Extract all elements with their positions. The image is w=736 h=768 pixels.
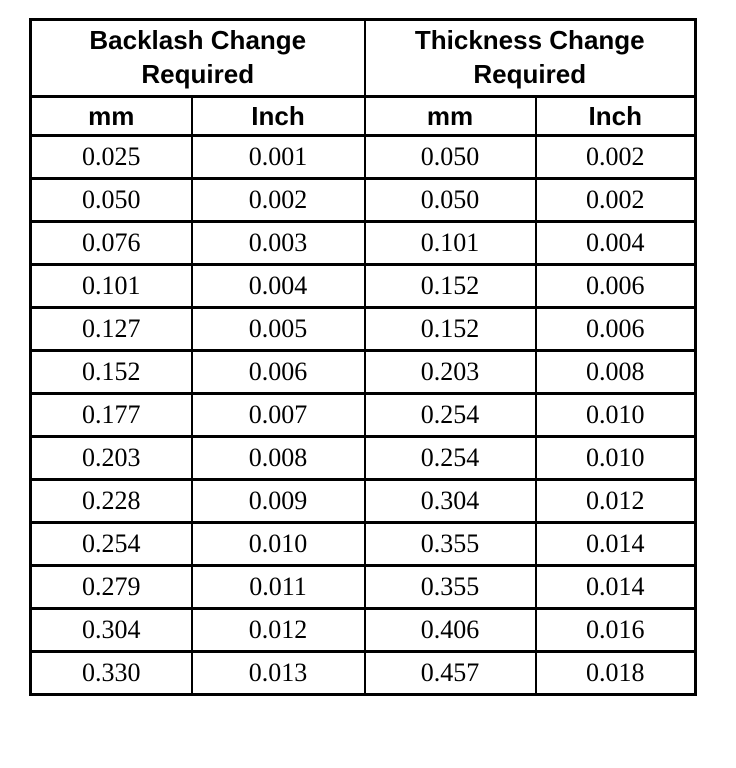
backlash-group-header: Backlash Change Required	[29, 18, 366, 98]
thickness-mm-cell: 0.101	[363, 220, 537, 266]
table-row: 0.254 0.010 0.355 0.014	[29, 521, 697, 567]
backlash-mm-cell: 0.203	[29, 435, 193, 481]
backlash-mm-cell: 0.254	[29, 521, 193, 567]
backlash-mm-cell: 0.076	[29, 220, 193, 266]
table-row: 0.101 0.004 0.152 0.006	[29, 263, 697, 309]
backlash-inch-header: Inch	[190, 95, 366, 137]
backlash-inch-cell: 0.010	[190, 521, 366, 567]
table-row: 0.050 0.002 0.050 0.002	[29, 177, 697, 223]
thickness-group-header: Thickness Change Required	[363, 18, 697, 98]
thickness-inch-cell: 0.014	[534, 521, 697, 567]
thickness-mm-cell: 0.457	[363, 650, 537, 696]
backlash-mm-header: mm	[29, 95, 193, 137]
thickness-inch-cell: 0.008	[534, 349, 697, 395]
table-row: 0.228 0.009 0.304 0.012	[29, 478, 697, 524]
thickness-inch-cell: 0.018	[534, 650, 697, 696]
backlash-mm-cell: 0.177	[29, 392, 193, 438]
backlash-mm-cell: 0.330	[29, 650, 193, 696]
table-row: 0.330 0.013 0.457 0.018	[29, 650, 697, 696]
backlash-mm-cell: 0.304	[29, 607, 193, 653]
backlash-inch-cell: 0.007	[190, 392, 366, 438]
backlash-inch-cell: 0.002	[190, 177, 366, 223]
backlash-mm-cell: 0.101	[29, 263, 193, 309]
backlash-inch-cell: 0.003	[190, 220, 366, 266]
thickness-mm-cell: 0.203	[363, 349, 537, 395]
thickness-mm-cell: 0.304	[363, 478, 537, 524]
thickness-group-header-line2: Required	[473, 59, 587, 89]
thickness-mm-cell: 0.050	[363, 177, 537, 223]
table-row: 0.203 0.008 0.254 0.010	[29, 435, 697, 481]
table-row: 0.025 0.001 0.050 0.002	[29, 134, 697, 180]
table-row: 0.076 0.003 0.101 0.004	[29, 220, 697, 266]
backlash-inch-cell: 0.009	[190, 478, 366, 524]
backlash-inch-cell: 0.004	[190, 263, 366, 309]
backlash-inch-cell: 0.006	[190, 349, 366, 395]
thickness-inch-cell: 0.012	[534, 478, 697, 524]
backlash-mm-cell: 0.152	[29, 349, 193, 395]
backlash-inch-cell: 0.005	[190, 306, 366, 352]
backlash-mm-cell: 0.127	[29, 306, 193, 352]
backlash-inch-cell: 0.013	[190, 650, 366, 696]
thickness-inch-cell: 0.002	[534, 134, 697, 180]
thickness-mm-cell: 0.254	[363, 435, 537, 481]
backlash-mm-cell: 0.279	[29, 564, 193, 610]
group-header-row: Backlash Change Required Thickness Chang…	[29, 18, 697, 98]
backlash-group-header-line1: Backlash Change	[89, 25, 307, 56]
table-row: 0.152 0.006 0.203 0.008	[29, 349, 697, 395]
thickness-inch-cell: 0.016	[534, 607, 697, 653]
thickness-inch-cell: 0.014	[534, 564, 697, 610]
thickness-mm-cell: 0.050	[363, 134, 537, 180]
thickness-inch-cell: 0.006	[534, 263, 697, 309]
backlash-mm-cell: 0.025	[29, 134, 193, 180]
thickness-inch-cell: 0.006	[534, 306, 697, 352]
table-row: 0.279 0.011 0.355 0.014	[29, 564, 697, 610]
backlash-mm-cell: 0.228	[29, 478, 193, 524]
backlash-thickness-conversion-table: Backlash Change Required Thickness Chang…	[29, 18, 698, 696]
backlash-inch-cell: 0.012	[190, 607, 366, 653]
backlash-inch-cell: 0.001	[190, 134, 366, 180]
backlash-mm-cell: 0.050	[29, 177, 193, 223]
thickness-mm-cell: 0.152	[363, 306, 537, 352]
thickness-inch-header: Inch	[534, 95, 697, 137]
thickness-group-header-line1: Thickness Change	[414, 25, 645, 56]
thickness-mm-cell: 0.355	[363, 564, 537, 610]
thickness-inch-cell: 0.002	[534, 177, 697, 223]
thickness-mm-cell: 0.355	[363, 521, 537, 567]
table-row: 0.177 0.007 0.254 0.010	[29, 392, 697, 438]
table-row: 0.127 0.005 0.152 0.006	[29, 306, 697, 352]
thickness-inch-cell: 0.010	[534, 435, 697, 481]
thickness-mm-cell: 0.254	[363, 392, 537, 438]
thickness-inch-cell: 0.004	[534, 220, 697, 266]
backlash-group-header-line2: Required	[141, 59, 255, 89]
thickness-inch-cell: 0.010	[534, 392, 697, 438]
thickness-mm-cell: 0.406	[363, 607, 537, 653]
thickness-mm-header: mm	[363, 95, 537, 137]
backlash-inch-cell: 0.008	[190, 435, 366, 481]
table-row: 0.304 0.012 0.406 0.016	[29, 607, 697, 653]
unit-header-row: mm Inch mm Inch	[29, 95, 697, 137]
backlash-inch-cell: 0.011	[190, 564, 366, 610]
thickness-mm-cell: 0.152	[363, 263, 537, 309]
